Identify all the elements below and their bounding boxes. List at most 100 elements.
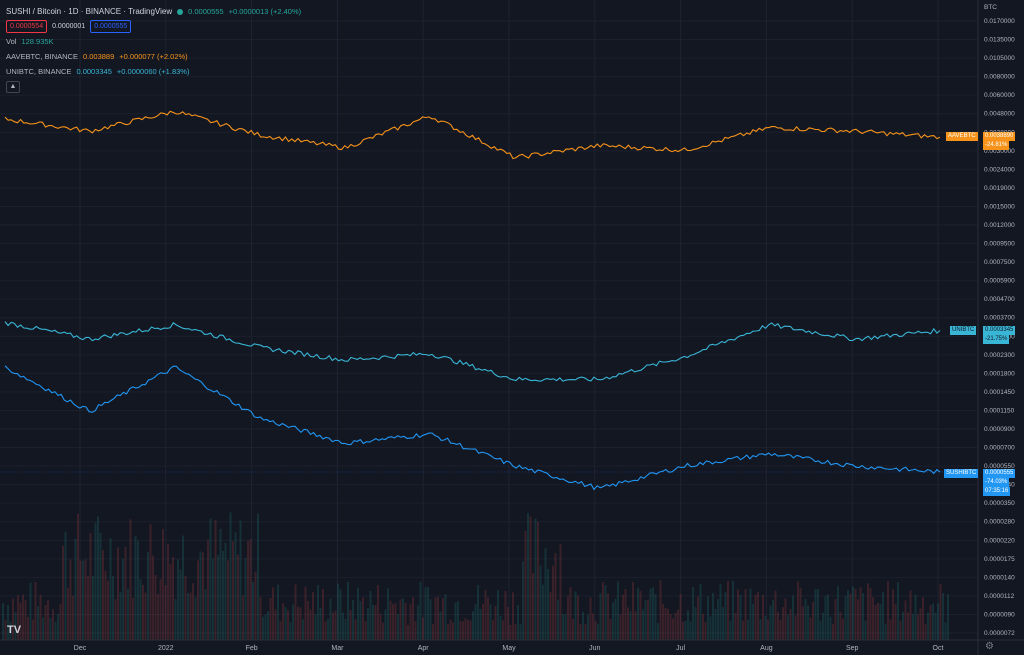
- volume-bar: [267, 611, 269, 640]
- volume-bar: [937, 603, 939, 640]
- tradingview-logo[interactable]: TV: [7, 624, 22, 636]
- price-tick: 0.0009500: [984, 241, 1015, 248]
- time-tick: 2022: [158, 645, 174, 652]
- currency-label[interactable]: BTC: [984, 4, 997, 11]
- volume-bar: [832, 623, 834, 640]
- volume-bar: [417, 605, 419, 640]
- volume-bar: [162, 528, 164, 640]
- volume-bar: [309, 609, 312, 640]
- chevron-up-icon[interactable]: ▲: [6, 80, 20, 93]
- volume-bar: [719, 584, 722, 640]
- volume-bar: [54, 621, 57, 640]
- volume-bar: [934, 612, 937, 640]
- volume-bar: [534, 518, 537, 640]
- price-tick: 0.0000220: [984, 537, 1015, 544]
- volume-bar: [872, 596, 874, 640]
- volume-bar: [164, 585, 167, 640]
- volume-bar: [199, 551, 202, 640]
- volume-bar: [899, 620, 902, 640]
- volume-bar: [587, 614, 589, 640]
- volume-bar: [717, 599, 719, 640]
- volume-bar: [807, 605, 809, 640]
- volume-bar: [942, 593, 944, 640]
- price-tick: 0.0003700: [984, 315, 1015, 322]
- volume-bar: [737, 589, 739, 640]
- volume-bar: [102, 550, 104, 640]
- volume-bar: [344, 619, 347, 640]
- compare-aave-symbol[interactable]: AAVEBTC, BINANCE: [6, 52, 78, 61]
- volume-bar: [457, 601, 459, 640]
- volume-bar: [884, 623, 887, 640]
- volume-bar: [607, 593, 609, 640]
- volume-bar: [507, 607, 509, 640]
- time-tick: Oct: [933, 645, 944, 652]
- volume-bar: [39, 594, 42, 640]
- volume-bar: [294, 584, 297, 640]
- volume-bar: [224, 542, 227, 640]
- volume-bar: [442, 598, 444, 640]
- volume-bar: [284, 606, 287, 640]
- volume-bar: [302, 619, 304, 640]
- symbol-title[interactable]: SUSHI / Bitcoin · 1D · BINANCE · Trading…: [6, 7, 173, 16]
- volume-bar: [252, 581, 254, 640]
- volume-bar: [889, 619, 892, 640]
- volume-bar: [762, 594, 764, 640]
- price-tick: 0.0007500: [984, 259, 1015, 266]
- market-status-icon: [177, 8, 184, 15]
- gear-icon[interactable]: ⚙: [985, 641, 994, 652]
- volume-bar: [819, 620, 822, 640]
- volume-bar: [837, 586, 839, 640]
- volume-bar: [277, 584, 279, 640]
- volume-bar: [397, 614, 399, 640]
- volume-bar: [582, 611, 584, 640]
- sushi-tag-countdown: 07:35:16: [983, 487, 1011, 496]
- volume-bar: [34, 581, 37, 640]
- volume-bar: [69, 559, 72, 640]
- volume-bar: [684, 620, 687, 640]
- volume-bar: [749, 588, 752, 640]
- volume-bar: [229, 512, 232, 640]
- volume-bar: [29, 582, 32, 640]
- volume-bar: [844, 596, 847, 640]
- volume-bar: [202, 552, 204, 640]
- volume-bar: [439, 611, 442, 640]
- volume-bar: [369, 591, 372, 640]
- price-tick: 0.0000700: [984, 445, 1015, 452]
- volume-bar: [547, 568, 549, 640]
- volume-bar: [897, 582, 899, 640]
- volume-bar: [414, 621, 417, 640]
- volume-bar: [859, 587, 862, 640]
- bid-price[interactable]: 0.0000554: [6, 20, 48, 33]
- volume-bar: [187, 593, 189, 640]
- volume-bar: [537, 521, 539, 640]
- volume-bar: [14, 612, 17, 640]
- volume-bar: [877, 603, 879, 640]
- volume-bar: [682, 621, 684, 640]
- volume-bar: [604, 585, 607, 640]
- volume-bar: [757, 592, 759, 640]
- volume-bar: [437, 596, 439, 640]
- volume-bar: [262, 616, 264, 640]
- volume-bar: [72, 595, 74, 640]
- volume-bar: [374, 605, 377, 640]
- volume-bar: [852, 586, 854, 640]
- volume-bar: [552, 565, 554, 640]
- volume-bar: [557, 599, 559, 640]
- volume-bar: [392, 604, 394, 640]
- volume-bar: [204, 589, 207, 640]
- ask-price[interactable]: 0.0000555: [90, 20, 132, 33]
- volume-bar: [549, 591, 552, 640]
- volume-bar: [169, 563, 172, 640]
- volume-bar: [339, 589, 342, 640]
- volume-bar: [82, 560, 84, 640]
- volume-bar: [129, 519, 132, 640]
- volume-bar: [327, 618, 329, 640]
- volume-bar: [622, 594, 624, 640]
- compare-uni-symbol[interactable]: UNIBTC, BINANCE: [6, 67, 72, 76]
- volume-bar: [132, 597, 134, 640]
- price-tick: 0.0080000: [984, 74, 1015, 81]
- volume-bar: [904, 600, 907, 640]
- volume-bar: [219, 529, 222, 640]
